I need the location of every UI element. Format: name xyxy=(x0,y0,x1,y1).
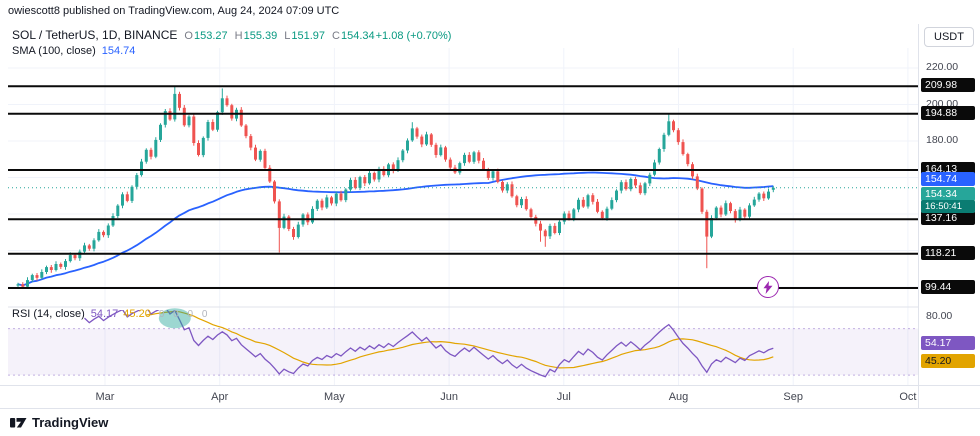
change-value: +1.08 (+0.70%) xyxy=(375,30,452,42)
time-axis-month-label: Sep xyxy=(783,391,803,403)
rsi-label: RSI (14, close) xyxy=(12,308,85,320)
price-chart-canvas[interactable] xyxy=(8,24,918,385)
time-axis[interactable]: Mar Apr May Jun Jul Aug Sep Oct xyxy=(0,385,980,409)
level-price-badge: 209.98 xyxy=(921,78,975,93)
flash-idea-marker[interactable] xyxy=(757,276,779,298)
time-axis-month-label: Mar xyxy=(95,391,115,403)
low-value: 151.97 xyxy=(291,30,326,42)
level-price-badge: 137.16 xyxy=(921,211,975,226)
sma-label: SMA (100, close) xyxy=(12,45,96,57)
level-price-badge: 99.44 xyxy=(921,280,975,294)
high-label: H xyxy=(234,30,243,42)
lightning-icon xyxy=(763,280,773,294)
time-axis-month-label: Apr xyxy=(211,391,229,403)
price-axis[interactable]: USDT 220.00 200.00 180.00 209.98 194.88 164.1… xyxy=(918,24,980,408)
currency-button[interactable]: USDT xyxy=(924,27,974,47)
rsi-value-badge: 54.17 xyxy=(921,336,975,350)
close-label: C xyxy=(332,30,340,42)
high-value: 155.39 xyxy=(243,30,278,42)
last-price-badge: 154.34 xyxy=(921,186,975,201)
sma-legend[interactable]: SMA (100, close) 154.74 xyxy=(12,45,135,57)
price-grid-label: 220.00 xyxy=(926,61,959,73)
tradingview-wordmark[interactable]: TradingView xyxy=(32,415,109,430)
price-grid-label: 180.00 xyxy=(926,134,959,146)
chart-area[interactable]: SOL / TetherUS, 1D, BINANCE O153.27 H155.3… xyxy=(8,24,918,385)
time-axis-month-label: Jul xyxy=(556,391,571,403)
open-value: 153.27 xyxy=(193,30,228,42)
time-axis-month-label: Jun xyxy=(440,391,458,403)
time-axis-month-label: Oct xyxy=(899,391,917,403)
rsi-value: 54.17 xyxy=(90,308,119,320)
symbol-legend[interactable]: SOL / TetherUS, 1D, BINANCE O153.27 H155.3… xyxy=(12,28,451,42)
time-axis-month-label: May xyxy=(324,391,345,403)
rsi-ma-badge: 45.20 xyxy=(921,354,975,369)
countdown-badge: 16:50:41 xyxy=(921,199,975,213)
level-price-badge: 118.21 xyxy=(921,245,975,260)
sma-value: 154.74 xyxy=(101,45,136,57)
time-axis-month-label: Aug xyxy=(668,391,689,403)
rsi-grid-label: 80.00 xyxy=(926,310,953,322)
rsi-legend[interactable]: RSI (14, close) 54.17 45.20 0 0 0 0 xyxy=(12,308,210,320)
level-price-badge: 194.88 xyxy=(921,105,975,120)
low-label: L xyxy=(284,30,291,42)
tradingview-logo-icon xyxy=(10,418,27,428)
rsi-ma-value: 45.20 xyxy=(123,308,151,320)
footer-bar: TradingView xyxy=(0,408,980,436)
attribution-text: owiescott8 published on TradingView.com,… xyxy=(8,5,340,17)
open-label: O xyxy=(184,30,193,42)
close-value: 154.34 xyxy=(340,30,375,42)
sma-price-badge: 154.74 xyxy=(921,172,975,187)
symbol-title: SOL / TetherUS, 1D, BINANCE xyxy=(12,28,178,42)
rsi-extra-values: 0 0 0 0 xyxy=(158,309,211,320)
